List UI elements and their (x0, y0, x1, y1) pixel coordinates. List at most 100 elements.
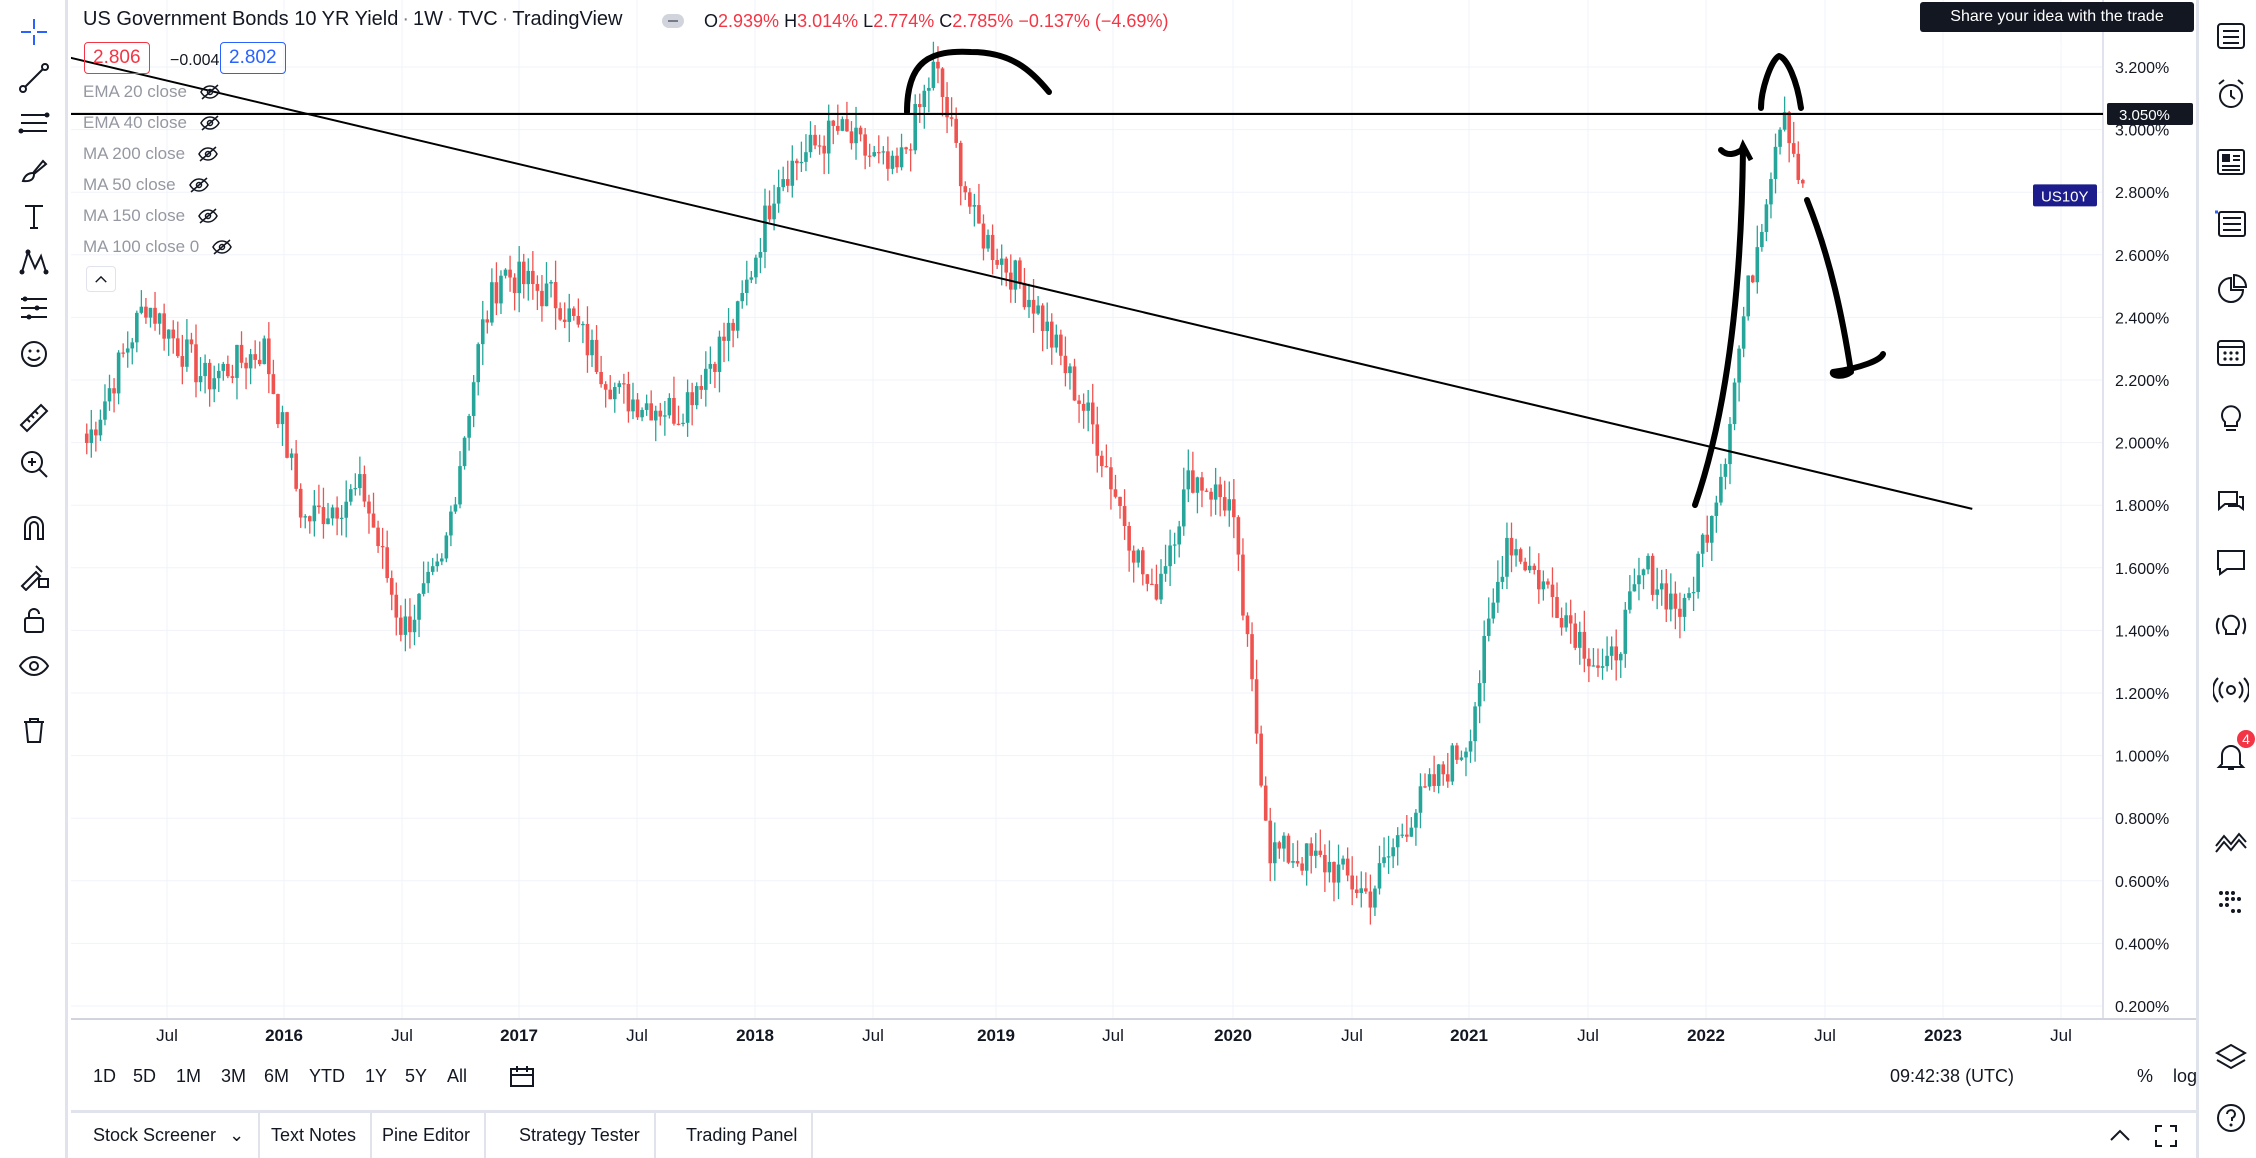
buy-price-button[interactable]: 2.802 (220, 42, 286, 74)
date-range-icon[interactable] (508, 1064, 536, 1090)
fib-tool-icon[interactable] (12, 102, 56, 146)
sell-price-button[interactable]: 2.806 (84, 42, 150, 74)
indicator-row[interactable]: MA 200 close (83, 144, 219, 164)
candle-body (1150, 583, 1154, 586)
timeframe-button[interactable]: YTD (309, 1066, 345, 1086)
hotlist-icon[interactable] (2209, 202, 2253, 246)
indicator-row[interactable]: MA 150 close (83, 206, 219, 226)
timeframe-button[interactable]: 3M (221, 1066, 247, 1086)
candle-body (653, 410, 658, 421)
hidden-eye-icon[interactable] (199, 84, 221, 100)
indicator-row[interactable]: EMA 40 close (83, 113, 221, 133)
timeframe-button[interactable]: 1Y (365, 1066, 388, 1086)
candle-body (1600, 666, 1605, 668)
hidden-eye-icon[interactable] (199, 115, 221, 131)
calendar-icon[interactable] (2209, 330, 2253, 374)
hidden-eye-icon[interactable] (197, 208, 219, 224)
candle-body (376, 527, 380, 547)
prediction-tool-icon[interactable] (12, 286, 56, 330)
ruler-icon[interactable] (12, 396, 56, 440)
layers-icon[interactable] (2209, 1036, 2253, 1080)
timeframe-button[interactable]: 5Y (405, 1066, 428, 1086)
candle-body (804, 152, 808, 162)
candle-body (895, 155, 899, 168)
trading-signals-icon[interactable] (2209, 818, 2253, 862)
percent-scale-toggle[interactable]: % (2137, 1066, 2154, 1086)
chevron-down-icon[interactable]: ⌄ (224, 1125, 245, 1145)
bottom-tab[interactable]: Strategy Tester (505, 1113, 656, 1158)
help-icon[interactable] (2209, 1096, 2253, 1140)
magnet-icon[interactable] (12, 506, 56, 550)
candle-body (389, 578, 394, 595)
candle-body (1409, 827, 1414, 837)
calendar-pie-icon[interactable] (2209, 268, 2253, 312)
timeframe-button[interactable]: All (447, 1066, 468, 1086)
candle-body (471, 382, 476, 416)
alarm-clock-icon[interactable] (2209, 72, 2253, 116)
chats-icon[interactable] (2209, 480, 2253, 524)
timeframe-button[interactable]: 6M (264, 1066, 290, 1086)
bottom-tab[interactable]: Text Notes (257, 1113, 373, 1158)
candle-body (1245, 615, 1250, 635)
ideas-lightbulb-icon[interactable] (2209, 396, 2253, 440)
bottom-tab[interactable]: Pine Editor (368, 1113, 487, 1158)
watchlist-icon[interactable] (2209, 14, 2253, 58)
timeframe-button[interactable]: 1M (176, 1066, 202, 1086)
candle-body (1464, 751, 1468, 758)
indicator-row[interactable]: MA 100 close 0 (83, 237, 233, 257)
log-scale-toggle[interactable]: log (2173, 1066, 2198, 1086)
lock-drawing-icon[interactable] (12, 552, 56, 596)
notifications-bell-icon[interactable]: 4 (2209, 730, 2255, 778)
utc-clock[interactable]: 09:42:38 (UTC) (1890, 1066, 2015, 1086)
candle-body (999, 258, 1004, 265)
bottom-tab[interactable]: Trading Panel (672, 1113, 814, 1158)
brush-tool-icon[interactable] (12, 148, 56, 192)
time-axis[interactable]: Jul 2016 Jul 2017 Jul 2018 Jul 2019 Jul 2020 Jul 20… (71, 1018, 2230, 1050)
indicator-row[interactable]: EMA 20 close (83, 82, 221, 102)
candle-body (681, 422, 685, 425)
streams-icon[interactable] (2209, 604, 2253, 648)
hidden-eye-icon[interactable] (211, 239, 233, 255)
indicator-row[interactable]: MA 50 close (83, 175, 210, 195)
trendline-tool-icon[interactable] (12, 56, 56, 100)
news-icon[interactable] (2209, 140, 2253, 184)
trash-icon[interactable] (12, 708, 56, 752)
chevron-up-icon[interactable] (2107, 1123, 2133, 1149)
chat-icon[interactable] (2209, 540, 2253, 584)
candle-body (1045, 321, 1050, 332)
candle-body (444, 535, 449, 559)
candle-body (917, 104, 922, 108)
collapse-legend-button[interactable] (86, 266, 116, 292)
candle-body (139, 306, 144, 313)
price-chart[interactable]: 3.200% 3.000% 2.800% 2.600% 2.400% 2.200% 2.00… (71, 0, 2197, 1018)
crosshair-icon[interactable] (12, 10, 56, 54)
candle-body (1081, 403, 1086, 411)
candle-body (1427, 774, 1432, 787)
candle-body (1159, 573, 1163, 600)
timeframe-button[interactable]: 1D (93, 1066, 117, 1086)
hidden-eye-icon[interactable] (197, 146, 219, 162)
hidden-eye-icon[interactable] (188, 177, 210, 193)
candle-body (307, 516, 312, 522)
unlock-icon[interactable] (12, 598, 56, 642)
candle-body (1445, 774, 1450, 782)
dom-icon[interactable] (2209, 880, 2253, 924)
chart-pane[interactable]: 3.200% 3.000% 2.800% 2.600% 2.400% 2.200% 2.00… (71, 0, 2197, 1018)
maximize-icon[interactable] (2153, 1123, 2179, 1149)
timeframe-button[interactable]: 5D (133, 1066, 157, 1086)
price-axis-tick: 0.400% (2115, 936, 2169, 953)
share-idea-tooltip: Share your idea with the trade community (1920, 2, 2194, 55)
candle-body (1250, 634, 1254, 680)
eye-icon[interactable] (12, 644, 56, 688)
broadcast-icon[interactable] (2209, 668, 2253, 712)
bottom-tab[interactable]: Stock Screener ⌄ (79, 1113, 261, 1158)
emoji-icon[interactable] (12, 332, 56, 376)
pattern-tool-icon[interactable] (12, 240, 56, 284)
zoom-in-icon[interactable] (12, 442, 56, 486)
symbol-legend[interactable]: US Government Bonds 10 YR Yield · 1W · TVC · T… (83, 8, 623, 30)
candle-body (1386, 856, 1391, 858)
legend-toggle-icon[interactable] (662, 14, 684, 28)
candle-body (1218, 484, 1222, 498)
candle-body (1441, 764, 1446, 775)
text-tool-icon[interactable] (12, 194, 56, 238)
